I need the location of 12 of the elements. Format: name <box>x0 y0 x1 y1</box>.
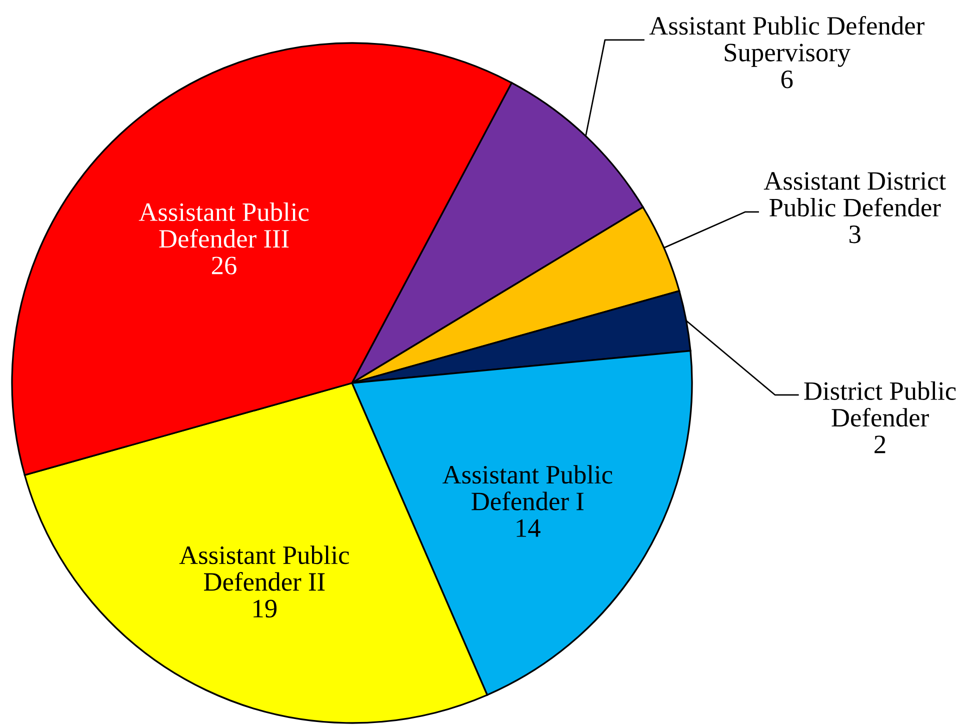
data-label: 3 <box>850 225 860 244</box>
slice-label: Assistant Public Defender III <box>138 202 309 248</box>
data-label: 26 <box>212 256 236 274</box>
data-label: 14 <box>516 519 540 537</box>
slice-label: Assistant Public Defender I <box>442 465 612 510</box>
slice-label: Assistant District Public Defender <box>764 172 946 217</box>
slice-label: District Public Defender <box>804 381 956 427</box>
data-label: 6 <box>781 70 793 88</box>
slice-label: Assistant Public Defender Supervisory <box>649 16 924 67</box>
data-label: 19 <box>254 600 277 618</box>
data-label: 2 <box>874 436 886 454</box>
slice-label: Assistant Public Defender II <box>179 546 349 591</box>
